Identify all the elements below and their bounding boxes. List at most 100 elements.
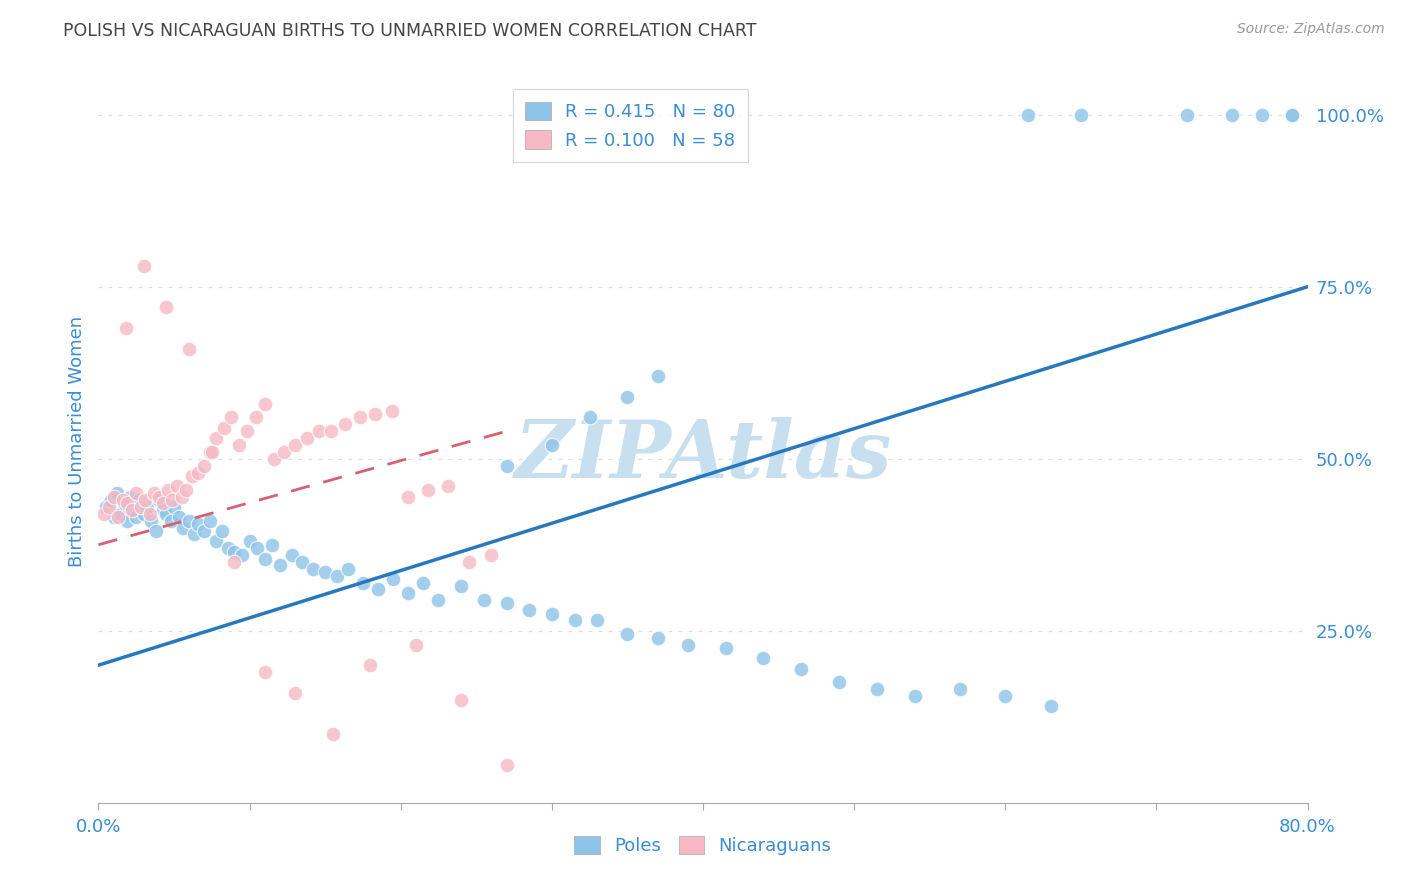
Point <box>134 493 156 508</box>
Point <box>103 490 125 504</box>
Point <box>314 566 336 580</box>
Point <box>167 510 190 524</box>
Point <box>308 424 330 438</box>
Point <box>412 575 434 590</box>
Point <box>1220 108 1243 122</box>
Point <box>273 445 295 459</box>
Point <box>183 527 205 541</box>
Point <box>111 493 134 508</box>
Point <box>145 524 167 538</box>
Point <box>114 321 136 335</box>
Point <box>152 503 174 517</box>
Point <box>166 479 188 493</box>
Point <box>132 259 155 273</box>
Point <box>517 603 540 617</box>
Point <box>125 486 148 500</box>
Point <box>367 582 389 597</box>
Point <box>217 541 239 556</box>
Point <box>263 451 285 466</box>
Point <box>162 493 184 508</box>
Point <box>1281 108 1303 122</box>
Point <box>148 493 170 508</box>
Point <box>152 496 174 510</box>
Point <box>187 466 209 480</box>
Text: POLISH VS NICARAGUAN BIRTHS TO UNMARRIED WOMEN CORRELATION CHART: POLISH VS NICARAGUAN BIRTHS TO UNMARRIED… <box>63 22 756 40</box>
Point <box>450 692 472 706</box>
Point <box>205 534 228 549</box>
Point <box>904 689 927 703</box>
Point <box>540 607 562 621</box>
Point <box>200 514 222 528</box>
Point <box>115 514 138 528</box>
Point <box>155 507 177 521</box>
Point <box>1039 699 1062 714</box>
Point <box>676 638 699 652</box>
Point <box>752 651 775 665</box>
Point <box>1251 108 1274 122</box>
Point <box>472 592 495 607</box>
Point <box>291 555 314 569</box>
Point <box>262 538 284 552</box>
Point <box>352 575 374 590</box>
Point <box>93 507 115 521</box>
Point <box>495 758 517 772</box>
Point <box>128 493 150 508</box>
Point <box>1070 108 1092 122</box>
Point <box>193 458 215 473</box>
Text: Source: ZipAtlas.com: Source: ZipAtlas.com <box>1237 22 1385 37</box>
Point <box>436 479 458 493</box>
Point <box>949 682 972 697</box>
Point <box>120 490 142 504</box>
Point <box>163 500 186 514</box>
Point <box>578 410 600 425</box>
Point <box>321 424 343 438</box>
Point <box>135 500 157 514</box>
Point <box>564 614 586 628</box>
Point <box>125 510 148 524</box>
Legend: Poles, Nicaraguans: Poles, Nicaraguans <box>567 829 839 863</box>
Point <box>302 562 325 576</box>
Point <box>828 675 851 690</box>
Point <box>212 421 235 435</box>
Point <box>336 562 359 576</box>
Point <box>156 483 179 497</box>
Point <box>224 544 246 558</box>
Point <box>284 438 307 452</box>
Point <box>253 665 276 679</box>
Point <box>221 410 243 425</box>
Point <box>253 397 276 411</box>
Point <box>139 507 162 521</box>
Point <box>866 682 889 697</box>
Point <box>360 658 382 673</box>
Point <box>112 496 135 510</box>
Point <box>269 558 291 573</box>
Point <box>141 514 163 528</box>
Point <box>322 727 344 741</box>
Point <box>235 424 257 438</box>
Point <box>364 407 387 421</box>
Point <box>94 500 117 514</box>
Point <box>714 640 737 655</box>
Point <box>427 592 450 607</box>
Point <box>115 496 138 510</box>
Point <box>179 514 201 528</box>
Point <box>647 369 669 384</box>
Point <box>148 490 170 504</box>
Point <box>495 458 517 473</box>
Point <box>540 438 562 452</box>
Point <box>110 507 132 521</box>
Point <box>103 510 125 524</box>
Point <box>107 510 129 524</box>
Point <box>450 579 472 593</box>
Point <box>281 548 304 562</box>
Point <box>381 403 404 417</box>
Point <box>143 486 166 500</box>
Point <box>187 517 209 532</box>
Point <box>105 486 128 500</box>
Point <box>181 469 204 483</box>
Point <box>122 503 145 517</box>
Point <box>200 445 222 459</box>
Point <box>481 548 503 562</box>
Point <box>172 520 194 534</box>
Point <box>333 417 356 432</box>
